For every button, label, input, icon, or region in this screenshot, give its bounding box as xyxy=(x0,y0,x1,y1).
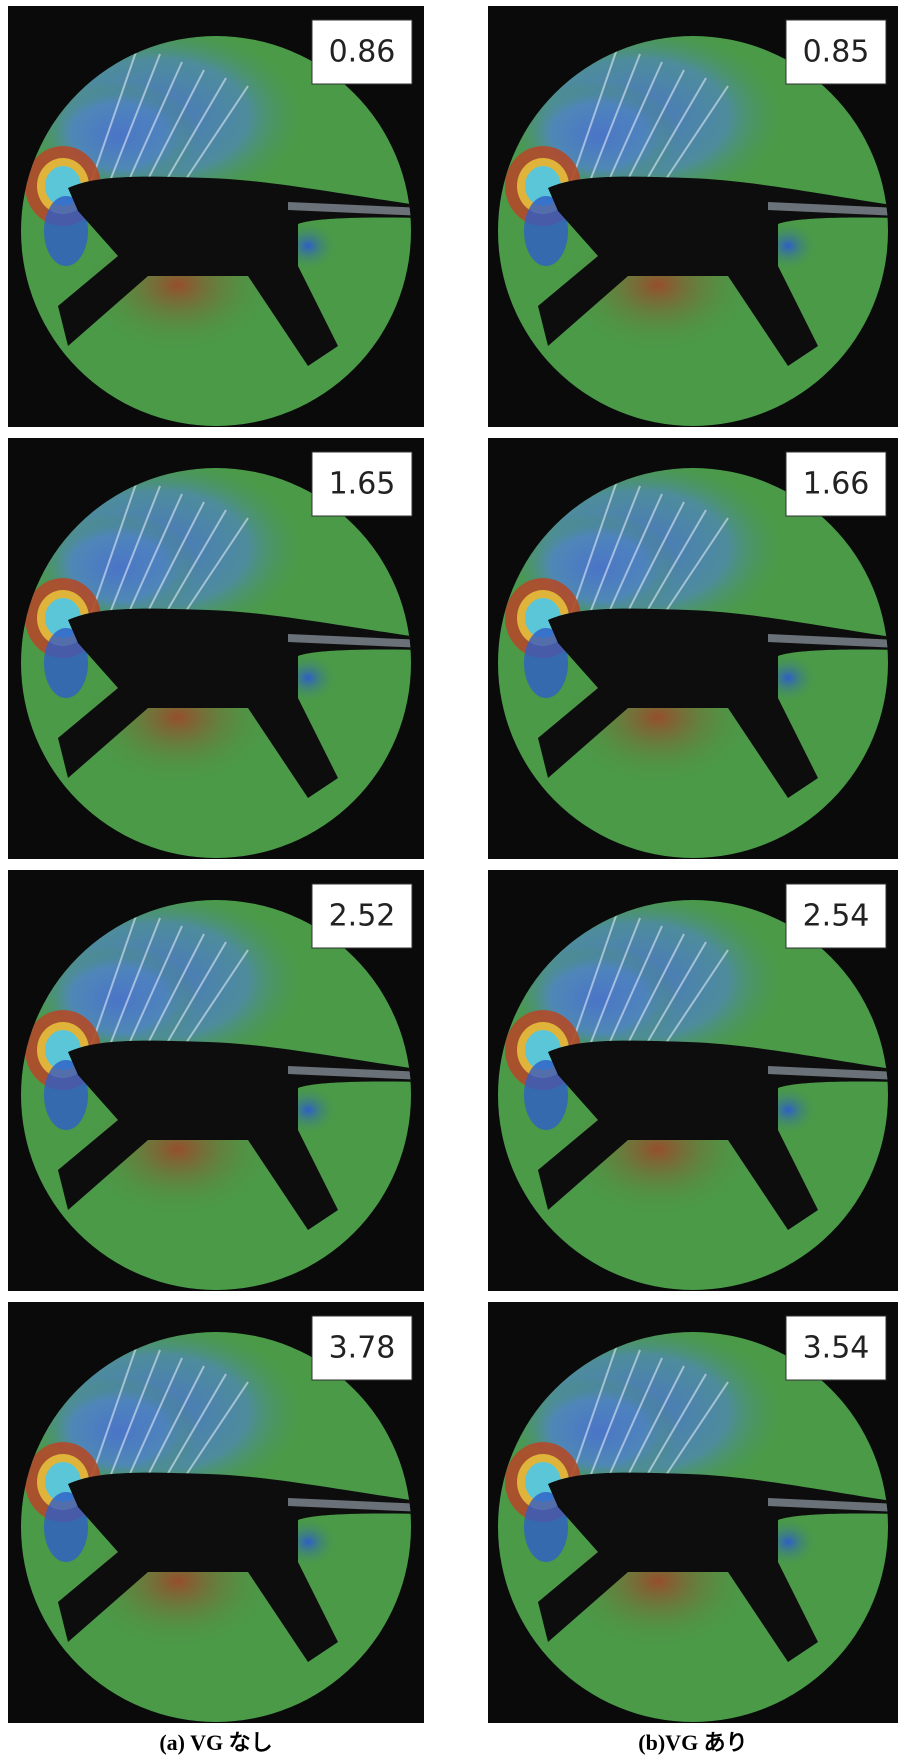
flow-panel: 0.86 xyxy=(8,6,424,427)
flow-panel: 1.66 xyxy=(488,438,898,859)
value-label: 0.85 xyxy=(803,35,870,70)
value-label: 1.66 xyxy=(803,467,870,502)
flow-panel: 3.54 xyxy=(488,1302,898,1723)
flow-panel: 2.54 xyxy=(488,870,898,1291)
flow-panel: 2.52 xyxy=(8,870,424,1291)
value-label: 1.65 xyxy=(329,467,396,502)
flow-panel: 0.85 xyxy=(488,6,898,427)
column-caption: (b)VG あり xyxy=(638,1730,747,1755)
column-caption: (a) VG なし xyxy=(159,1730,272,1755)
value-label: 3.54 xyxy=(803,1331,870,1366)
value-label: 3.78 xyxy=(329,1331,396,1366)
figure: 0.86 1.65 2.52 3.78 (a) VG なし 0.85 1.66 2.54 3.5… xyxy=(0,0,898,1760)
value-label: 2.52 xyxy=(329,899,396,934)
flow-panel: 3.78 xyxy=(8,1302,424,1723)
flow-panel: 1.65 xyxy=(8,438,424,859)
value-label: 2.54 xyxy=(803,899,870,934)
value-label: 0.86 xyxy=(329,35,396,70)
